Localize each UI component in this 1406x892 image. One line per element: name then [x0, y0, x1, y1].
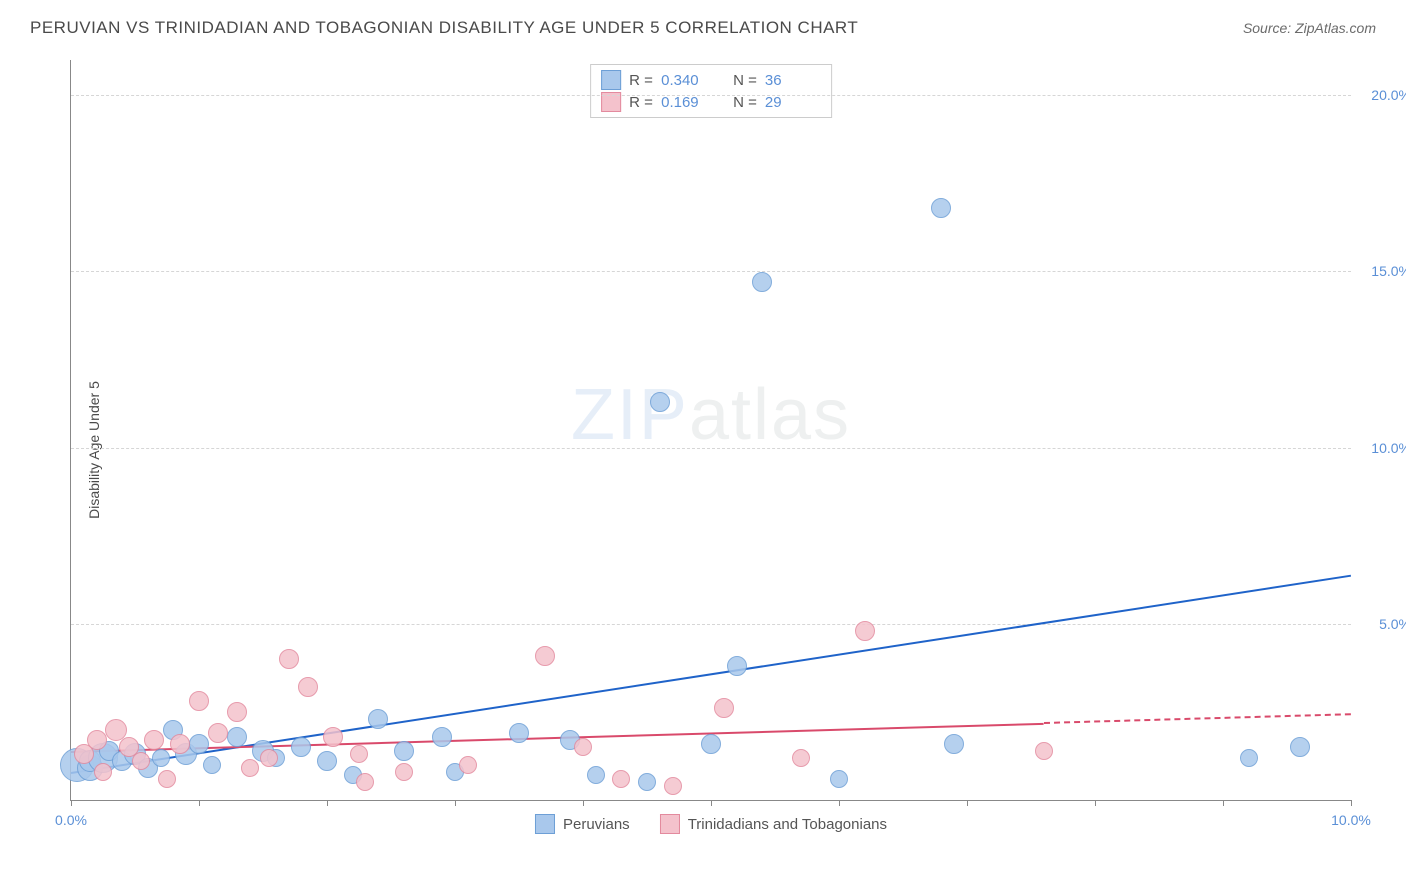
data-point	[459, 756, 477, 774]
series-legend: Peruvians Trinidadians and Tobagonians	[535, 814, 887, 834]
data-point	[650, 392, 670, 412]
data-point	[170, 734, 190, 754]
data-point	[356, 773, 374, 791]
y-tick-label: 10.0%	[1371, 440, 1406, 456]
data-point	[587, 766, 605, 784]
data-point	[792, 749, 810, 767]
data-point	[368, 709, 388, 729]
data-point	[612, 770, 630, 788]
legend-r-label: R =	[629, 72, 653, 89]
data-point	[189, 734, 209, 754]
data-point	[323, 727, 343, 747]
x-tick-label: 0.0%	[55, 812, 87, 828]
gridline	[71, 271, 1351, 272]
data-point	[509, 723, 529, 743]
gridline	[71, 448, 1351, 449]
data-point	[279, 649, 299, 669]
data-point	[432, 727, 452, 747]
data-point	[664, 777, 682, 795]
x-tick	[1095, 800, 1096, 806]
x-tick	[455, 800, 456, 806]
legend-item: Peruvians	[535, 814, 630, 834]
data-point	[830, 770, 848, 788]
data-point	[727, 656, 747, 676]
y-tick-label: 15.0%	[1371, 263, 1406, 279]
data-point	[94, 763, 112, 781]
data-point	[189, 691, 209, 711]
data-point	[144, 730, 164, 750]
data-point	[931, 198, 951, 218]
legend-label: Trinidadians and Tobagonians	[688, 816, 887, 833]
data-point	[298, 677, 318, 697]
gridline	[71, 624, 1351, 625]
data-point	[535, 646, 555, 666]
data-point	[158, 770, 176, 788]
watermark: ZIPatlas	[571, 374, 851, 456]
data-point	[152, 749, 170, 767]
data-point	[208, 723, 228, 743]
data-point	[241, 759, 259, 777]
data-point	[701, 734, 721, 754]
data-point	[291, 737, 311, 757]
data-point	[1290, 737, 1310, 757]
x-tick-label: 10.0%	[1331, 812, 1371, 828]
data-point	[132, 752, 150, 770]
chart-container: Disability Age Under 5 ZIPatlas R =0.340…	[50, 50, 1390, 850]
data-point	[394, 741, 414, 761]
x-tick	[327, 800, 328, 806]
data-point	[203, 756, 221, 774]
data-point	[350, 745, 368, 763]
legend-swatch	[601, 70, 621, 90]
data-point	[638, 773, 656, 791]
plot-area: ZIPatlas R =0.340N =36R =0.169N =29 Peru…	[70, 60, 1351, 801]
data-point	[855, 621, 875, 641]
data-point	[87, 730, 107, 750]
data-point	[260, 749, 278, 767]
data-point	[714, 698, 734, 718]
x-tick	[1351, 800, 1352, 806]
data-point	[227, 702, 247, 722]
x-tick	[583, 800, 584, 806]
legend-label: Peruvians	[563, 816, 630, 833]
data-point	[574, 738, 592, 756]
x-tick	[711, 800, 712, 806]
legend-swatch	[660, 814, 680, 834]
x-tick	[839, 800, 840, 806]
data-point	[944, 734, 964, 754]
y-tick-label: 20.0%	[1371, 87, 1406, 103]
legend-item: Trinidadians and Tobagonians	[660, 814, 887, 834]
x-tick	[967, 800, 968, 806]
source-label: Source: ZipAtlas.com	[1243, 20, 1376, 36]
data-point	[395, 763, 413, 781]
legend-n-label: N =	[733, 72, 757, 89]
x-tick	[71, 800, 72, 806]
chart-header: PERUVIAN VS TRINIDADIAN AND TOBAGONIAN D…	[0, 0, 1406, 44]
data-point	[1035, 742, 1053, 760]
data-point	[752, 272, 772, 292]
trend-line	[1044, 714, 1351, 725]
x-tick	[199, 800, 200, 806]
stats-legend: R =0.340N =36R =0.169N =29	[590, 64, 832, 118]
x-tick	[1223, 800, 1224, 806]
data-point	[1240, 749, 1258, 767]
legend-row: R = 0.340 N = 36	[601, 69, 821, 91]
data-point	[317, 751, 337, 771]
chart-title: PERUVIAN VS TRINIDADIAN AND TOBAGONIAN D…	[30, 18, 858, 38]
legend-r-value: 0.340	[661, 72, 717, 89]
legend-swatch	[535, 814, 555, 834]
data-point	[227, 727, 247, 747]
legend-n-value: 36	[765, 72, 821, 89]
y-tick-label: 5.0%	[1379, 616, 1406, 632]
gridline	[71, 95, 1351, 96]
